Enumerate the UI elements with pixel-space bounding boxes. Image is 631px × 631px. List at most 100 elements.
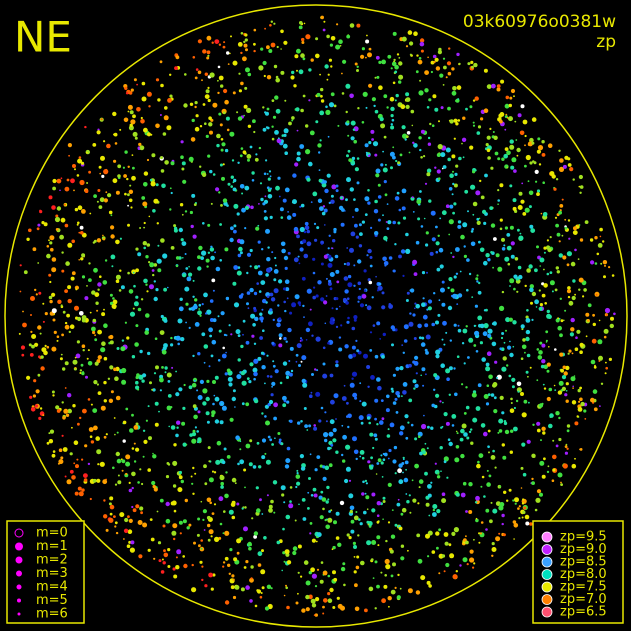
star	[359, 382, 362, 385]
star	[546, 239, 550, 242]
star	[440, 287, 445, 293]
star	[509, 450, 513, 454]
star	[55, 228, 59, 231]
star	[490, 393, 495, 397]
m-label: m=0	[36, 526, 68, 541]
star	[474, 304, 478, 308]
star	[271, 99, 275, 102]
star	[305, 124, 309, 128]
star	[328, 463, 333, 468]
star	[536, 192, 540, 197]
star	[177, 487, 183, 493]
star	[253, 42, 256, 46]
star	[495, 536, 501, 542]
star	[133, 284, 136, 288]
star	[236, 502, 240, 506]
star	[301, 498, 306, 502]
star	[559, 352, 564, 357]
star	[175, 335, 181, 341]
star	[448, 219, 454, 225]
star	[177, 318, 183, 324]
star	[169, 94, 173, 98]
star	[579, 342, 584, 347]
star	[345, 301, 349, 305]
star	[212, 102, 218, 108]
star	[88, 170, 91, 174]
star	[366, 34, 368, 37]
star	[512, 198, 517, 203]
star	[471, 338, 473, 341]
star	[507, 345, 512, 350]
star	[393, 58, 396, 62]
star	[37, 325, 42, 330]
star	[30, 314, 32, 316]
star	[223, 510, 226, 513]
star	[554, 288, 558, 292]
star	[123, 538, 125, 540]
star	[298, 25, 303, 30]
star	[308, 424, 312, 428]
star	[578, 400, 581, 403]
star	[395, 366, 400, 371]
star	[35, 389, 40, 394]
m-label: m=5	[36, 593, 68, 608]
zp-symbol	[541, 569, 553, 580]
star	[150, 537, 155, 542]
star	[64, 361, 69, 366]
star	[271, 125, 274, 128]
star	[427, 56, 429, 59]
star	[295, 474, 301, 479]
star	[568, 237, 571, 240]
star	[131, 154, 134, 157]
star	[463, 254, 467, 258]
star	[567, 219, 571, 222]
star	[326, 485, 330, 490]
star	[210, 255, 215, 261]
star	[433, 60, 436, 64]
star	[355, 511, 358, 513]
star	[295, 360, 298, 363]
star	[324, 188, 329, 194]
star	[284, 266, 288, 270]
star	[460, 453, 465, 459]
star	[510, 88, 516, 94]
star	[61, 333, 64, 337]
star	[445, 331, 448, 334]
star	[266, 584, 272, 589]
star	[159, 389, 162, 392]
star	[453, 202, 457, 206]
star	[230, 333, 233, 336]
star	[70, 276, 75, 281]
star	[115, 451, 121, 457]
star	[368, 152, 370, 154]
star	[316, 226, 320, 230]
star	[221, 403, 223, 405]
star	[203, 292, 208, 298]
star	[294, 162, 299, 167]
star	[243, 526, 248, 532]
star	[296, 129, 299, 132]
star	[357, 281, 362, 286]
star	[534, 299, 539, 305]
star	[181, 421, 186, 426]
star	[97, 329, 102, 335]
star	[365, 39, 370, 44]
star	[119, 128, 122, 131]
star	[328, 58, 332, 62]
star	[197, 437, 202, 442]
star	[439, 73, 444, 78]
star	[163, 287, 168, 292]
star	[78, 259, 80, 261]
star	[444, 541, 449, 546]
star	[179, 297, 183, 301]
star	[463, 432, 468, 437]
star	[381, 417, 385, 421]
star	[403, 339, 408, 343]
star	[43, 350, 48, 356]
star	[245, 585, 250, 590]
star	[349, 187, 354, 192]
star	[351, 326, 356, 331]
star	[405, 232, 409, 237]
star	[565, 365, 570, 371]
star	[228, 382, 233, 387]
